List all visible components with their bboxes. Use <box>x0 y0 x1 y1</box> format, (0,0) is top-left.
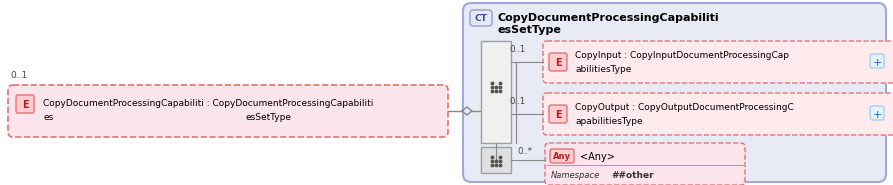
Text: E: E <box>555 110 562 120</box>
Text: 0..1: 0..1 <box>10 71 28 80</box>
Text: Namespace: Namespace <box>551 171 600 179</box>
Text: abilitiesType: abilitiesType <box>575 65 631 75</box>
Text: CopyInput : CopyInputDocumentProcessingCap: CopyInput : CopyInputDocumentProcessingC… <box>575 51 789 60</box>
FancyBboxPatch shape <box>550 149 574 163</box>
Text: <Any>: <Any> <box>580 152 615 162</box>
Text: 0..*: 0..* <box>517 147 532 156</box>
Text: es: es <box>43 114 54 122</box>
Text: CopyDocumentProcessingCapabiliti : CopyDocumentProcessingCapabiliti: CopyDocumentProcessingCapabiliti : CopyD… <box>43 100 373 108</box>
FancyBboxPatch shape <box>8 85 448 137</box>
Text: 0..1: 0..1 <box>509 45 525 53</box>
FancyBboxPatch shape <box>543 93 893 135</box>
FancyBboxPatch shape <box>543 41 893 83</box>
FancyBboxPatch shape <box>549 53 567 71</box>
Text: esSetType: esSetType <box>245 114 291 122</box>
Text: CopyDocumentProcessingCapabiliti: CopyDocumentProcessingCapabiliti <box>498 13 720 23</box>
Text: apabilitiesType: apabilitiesType <box>575 117 643 127</box>
Text: esSetType: esSetType <box>498 25 562 35</box>
Text: +: + <box>872 110 881 120</box>
FancyBboxPatch shape <box>463 3 886 182</box>
Text: +: + <box>872 58 881 68</box>
Text: CT: CT <box>474 14 488 23</box>
Text: CopyOutput : CopyOutputDocumentProcessingC: CopyOutput : CopyOutputDocumentProcessin… <box>575 103 794 112</box>
FancyBboxPatch shape <box>549 105 567 123</box>
Text: ##other: ##other <box>611 171 654 179</box>
FancyBboxPatch shape <box>470 10 492 26</box>
Text: Any: Any <box>553 152 571 161</box>
Bar <box>481 147 511 173</box>
FancyBboxPatch shape <box>870 106 884 120</box>
Text: 0..1: 0..1 <box>509 97 525 105</box>
FancyBboxPatch shape <box>16 95 34 113</box>
FancyBboxPatch shape <box>545 143 745 185</box>
FancyBboxPatch shape <box>870 54 884 68</box>
Bar <box>481 41 511 143</box>
Text: E: E <box>555 58 562 68</box>
Text: E: E <box>21 100 29 110</box>
